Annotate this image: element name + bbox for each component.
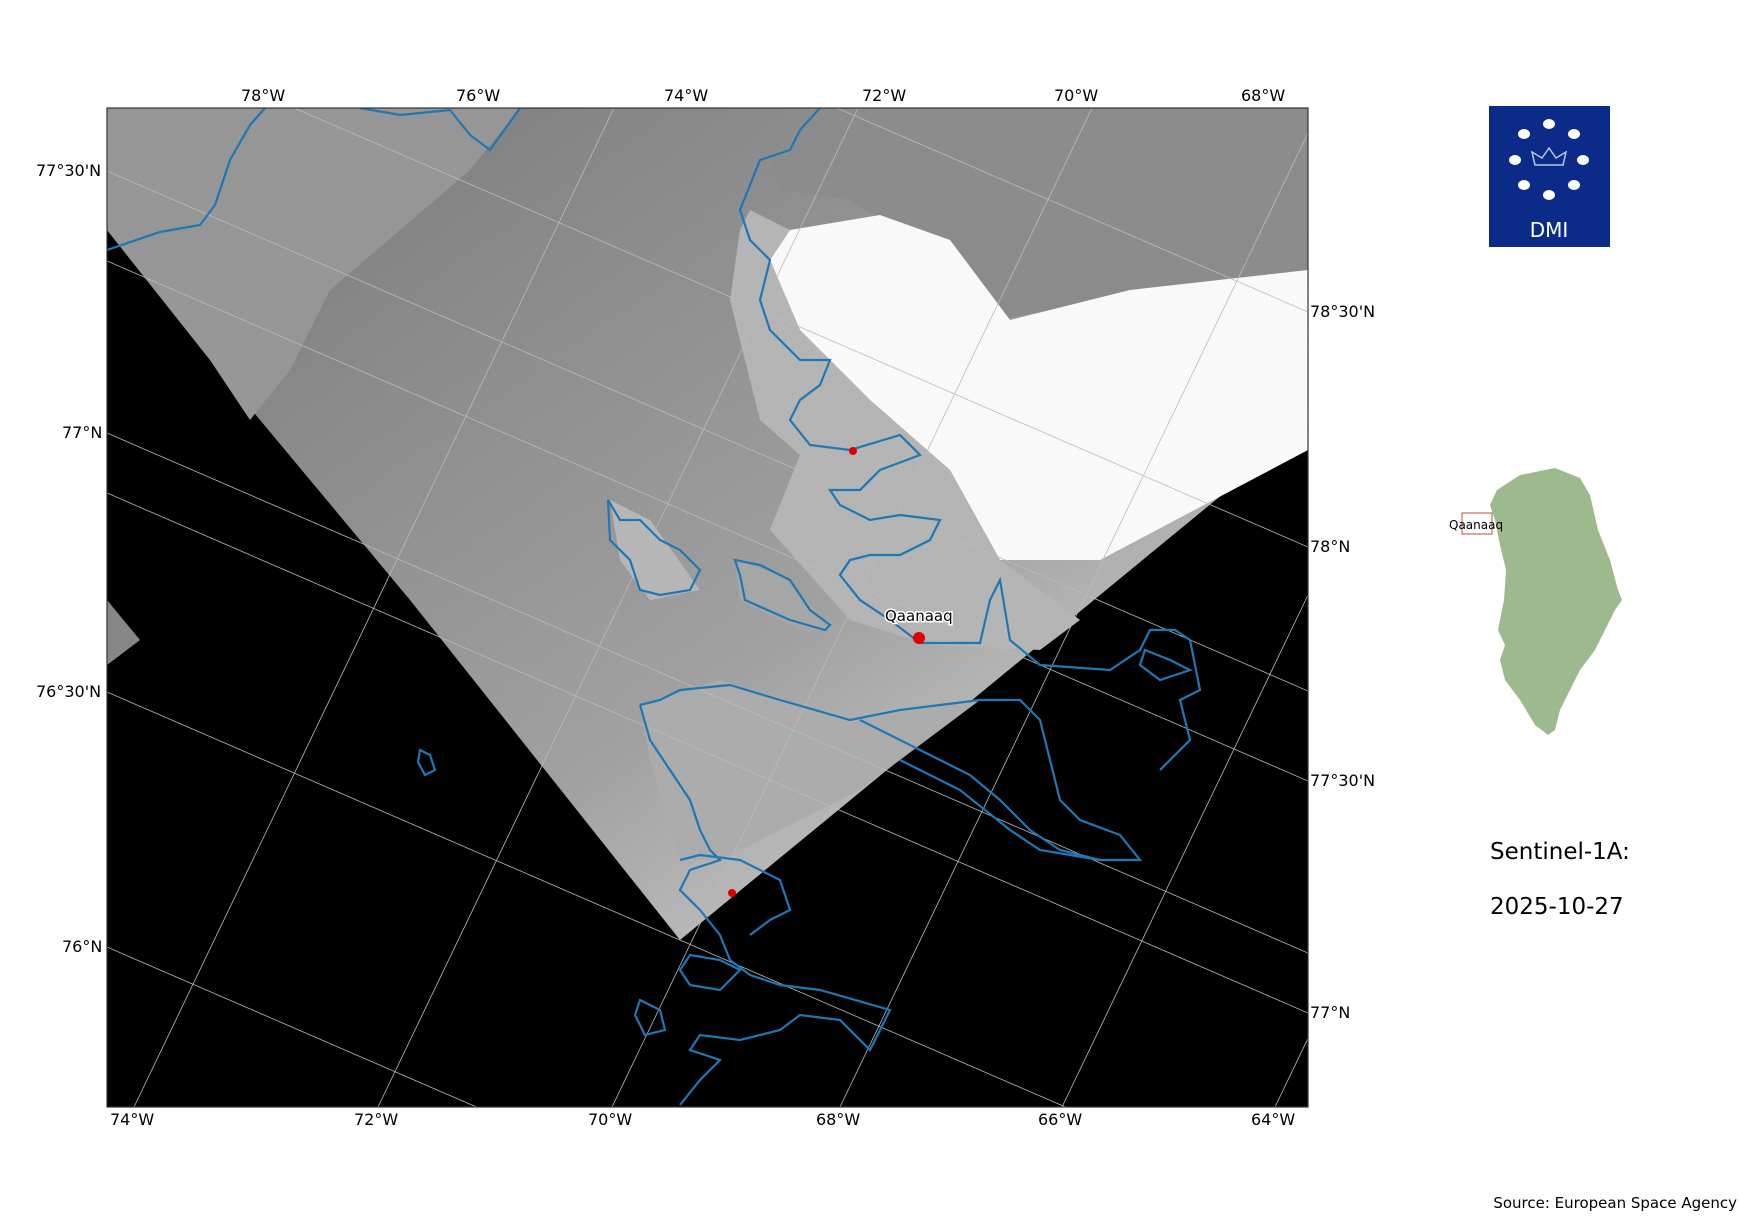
lon-label-bottom: 74°W	[110, 1110, 155, 1129]
qaanaaq-label: Qaanaaq	[885, 607, 953, 625]
satellite-label: Sentinel-1A:	[1490, 839, 1630, 865]
lon-label-bottom: 70°W	[588, 1110, 633, 1129]
longitude-line	[839, 132, 1308, 1107]
lat-label-right: 77°N	[1310, 1003, 1351, 1022]
lon-label-bottom: 68°W	[816, 1110, 861, 1129]
town-marker	[849, 447, 857, 455]
lon-label-bottom: 66°W	[1038, 1110, 1083, 1129]
longitude-line	[377, 108, 859, 1107]
latitude-line	[836, 108, 1308, 313]
svg-text:DMI: DMI	[1530, 218, 1569, 242]
svg-text:Qaanaaq: Qaanaaq	[1449, 518, 1503, 532]
lon-label-top: 72°W	[862, 86, 907, 105]
latitude-line	[107, 170, 1308, 692]
latitude-line	[107, 691, 1066, 1107]
coastline	[107, 108, 1202, 1106]
lat-label-right: 78°30'N	[1310, 302, 1376, 321]
longitude-line	[133, 108, 615, 1107]
lon-label-top: 74°W	[664, 86, 709, 105]
longitude-line	[611, 108, 1093, 1107]
lat-label-left: 77°N	[62, 423, 103, 442]
greenland-inset: Qaanaaq	[1449, 468, 1622, 735]
lon-label-bottom: 72°W	[354, 1110, 399, 1129]
lat-label-left: 76°30'N	[36, 682, 102, 701]
latitude-line	[293, 108, 1308, 548]
lon-label-top: 68°W	[1241, 86, 1286, 105]
graticule	[107, 108, 1308, 1107]
town-marker	[728, 889, 736, 897]
qaanaaq-marker	[913, 632, 925, 644]
dmi-logo: DMI	[1489, 106, 1610, 247]
latitude-line	[107, 432, 1308, 954]
lat-label-right: 77°30'N	[1310, 771, 1376, 790]
source-credit: Source: European Space Agency	[1493, 1194, 1737, 1212]
latitude-line	[107, 946, 477, 1107]
lon-label-top: 70°W	[1054, 86, 1099, 105]
map-frame	[106, 107, 1309, 1108]
lon-label-top: 78°W	[241, 86, 286, 105]
latitude-line	[107, 492, 1308, 1014]
lon-label-top: 76°W	[456, 86, 501, 105]
lat-label-right: 78°N	[1310, 537, 1351, 556]
latitude-line	[107, 260, 1308, 782]
longitude-line	[1274, 1038, 1308, 1107]
lat-label-left: 77°30'N	[36, 161, 102, 180]
lat-label-left: 76°N	[62, 937, 103, 956]
acquisition-date: 2025-10-27	[1490, 894, 1624, 920]
crown-icon	[1530, 146, 1568, 166]
longitude-line	[1061, 594, 1308, 1107]
lon-label-bottom: 64°W	[1251, 1110, 1296, 1129]
